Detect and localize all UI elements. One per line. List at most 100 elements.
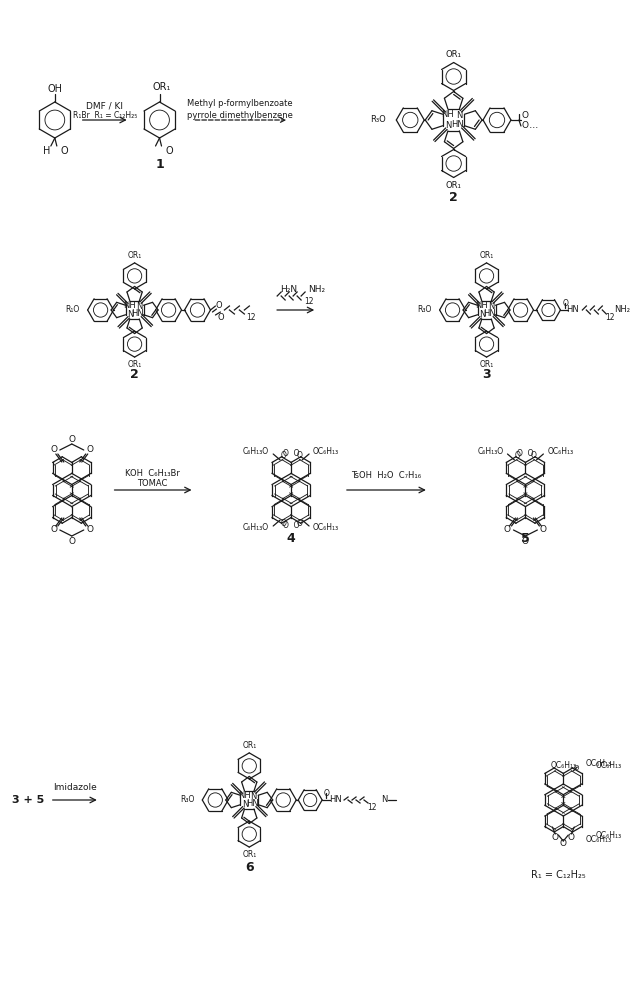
Text: NH: NH <box>123 301 136 310</box>
Text: O: O <box>530 452 537 460</box>
Text: O: O <box>522 536 529 546</box>
Text: TOMAC: TOMAC <box>137 480 167 488</box>
Text: HN: HN <box>246 799 258 808</box>
Text: O: O <box>504 526 511 534</box>
Text: Methyl p-formylbenzoate: Methyl p-formylbenzoate <box>188 100 293 108</box>
Text: R₃O: R₃O <box>417 306 432 314</box>
Text: R₁Br  R₁ = C₁₂H₂₅: R₁Br R₁ = C₁₂H₂₅ <box>73 111 137 120</box>
Text: N: N <box>250 792 257 801</box>
Text: OC₆H₁₃: OC₆H₁₃ <box>585 758 611 768</box>
Text: 5: 5 <box>521 532 530 544</box>
Text: C₆H₁₃O: C₆H₁₃O <box>243 448 269 456</box>
Text: O: O <box>166 146 173 156</box>
Text: HN: HN <box>329 796 341 804</box>
Text: O: O <box>296 520 302 528</box>
Text: NH₂: NH₂ <box>308 286 325 294</box>
Text: OR₁: OR₁ <box>480 251 494 260</box>
Text: O: O <box>68 536 75 546</box>
Text: 3 + 5: 3 + 5 <box>12 795 44 805</box>
Text: O: O <box>51 526 58 534</box>
Text: OR₁: OR₁ <box>446 181 461 190</box>
Text: O: O <box>521 110 528 119</box>
Text: 12: 12 <box>305 298 314 306</box>
Text: H₂N: H₂N <box>281 286 298 294</box>
Text: O: O <box>574 765 579 771</box>
Text: OC₆H₁₃: OC₆H₁₃ <box>585 834 611 844</box>
Text: 4: 4 <box>287 532 296 544</box>
Text: O: O <box>540 526 547 534</box>
Text: N: N <box>445 121 452 130</box>
Text: C₆H₁₃O: C₆H₁₃O <box>243 524 269 532</box>
Text: 12: 12 <box>367 802 377 812</box>
Text: O: O <box>560 838 567 848</box>
Text: OR₁: OR₁ <box>242 850 257 859</box>
Text: N: N <box>242 800 248 809</box>
Text: O: O <box>562 300 568 308</box>
Text: KOH  C₆H₁₃Br: KOH C₆H₁₃Br <box>125 468 180 478</box>
Text: NH: NH <box>238 791 251 800</box>
Text: H: H <box>43 146 51 156</box>
Text: OR₁: OR₁ <box>446 50 461 59</box>
Text: O: O <box>68 434 75 444</box>
Text: TsOH  H₂O  C₇H₁₆: TsOH H₂O C₇H₁₆ <box>351 472 421 481</box>
Text: OR₁: OR₁ <box>242 741 257 750</box>
Text: O: O <box>568 832 574 842</box>
Text: O: O <box>280 520 286 528</box>
Text: R₃O: R₃O <box>180 796 194 804</box>
Text: OC₆H₁₃: OC₆H₁₃ <box>550 760 576 770</box>
Text: HN: HN <box>131 309 144 318</box>
Text: 3: 3 <box>482 368 491 381</box>
Text: O: O <box>61 146 69 156</box>
Text: 12: 12 <box>246 314 256 322</box>
Text: O: O <box>280 452 286 460</box>
Text: O: O <box>514 452 520 460</box>
Text: OR₁: OR₁ <box>152 82 171 92</box>
Text: O  O: O O <box>283 522 300 530</box>
Text: NH: NH <box>475 301 488 310</box>
Text: O: O <box>521 120 528 129</box>
Text: N: N <box>456 111 462 120</box>
Text: OC₆H₁₃: OC₆H₁₃ <box>313 524 339 532</box>
Text: NH₂: NH₂ <box>614 306 630 314</box>
Text: O  O: O O <box>517 450 533 458</box>
Text: O  O: O O <box>283 450 300 458</box>
Text: 2: 2 <box>449 191 458 204</box>
Text: 2: 2 <box>130 368 139 381</box>
Text: DMF / KI: DMF / KI <box>86 102 123 110</box>
Text: O: O <box>296 452 302 460</box>
Text: O: O <box>51 446 58 454</box>
Text: ···: ··· <box>523 123 538 133</box>
Text: O: O <box>323 790 329 798</box>
Text: O: O <box>215 302 222 310</box>
Text: N: N <box>488 302 494 311</box>
Text: N: N <box>479 310 485 319</box>
Text: OR₁: OR₁ <box>128 251 142 260</box>
Text: N: N <box>136 302 142 311</box>
Text: 6: 6 <box>245 861 253 874</box>
Text: O: O <box>86 526 94 534</box>
Text: HN: HN <box>566 306 579 314</box>
Text: OC₆H₁₃: OC₆H₁₃ <box>595 760 621 770</box>
Text: R₁O: R₁O <box>66 306 80 314</box>
Text: N: N <box>127 310 133 319</box>
Text: HN: HN <box>451 120 464 129</box>
Text: R₁ = C₁₂H₂₅: R₁ = C₁₂H₂₅ <box>531 870 586 880</box>
Text: OH: OH <box>47 84 63 94</box>
Text: OC₆H₁₃: OC₆H₁₃ <box>313 448 339 456</box>
Text: Imidazole: Imidazole <box>53 784 97 792</box>
Text: 1: 1 <box>155 157 164 170</box>
Text: OC₆H₁₃: OC₆H₁₃ <box>547 448 573 456</box>
Text: O: O <box>552 832 559 842</box>
Text: OR₁: OR₁ <box>480 360 494 369</box>
Text: NH: NH <box>441 110 454 119</box>
Text: pyrrole dimethylbenzene: pyrrole dimethylbenzene <box>187 110 293 119</box>
Text: 12: 12 <box>605 312 615 322</box>
Text: C₆H₁₃O: C₆H₁₃O <box>477 448 504 456</box>
Text: OR₁: OR₁ <box>128 360 142 369</box>
Text: HN: HN <box>483 309 496 318</box>
Text: N: N <box>380 796 387 804</box>
Text: O: O <box>217 314 224 322</box>
Text: R₃O: R₃O <box>370 115 386 124</box>
Text: O: O <box>86 446 94 454</box>
Text: OC₆H₁₃: OC₆H₁₃ <box>595 830 621 840</box>
